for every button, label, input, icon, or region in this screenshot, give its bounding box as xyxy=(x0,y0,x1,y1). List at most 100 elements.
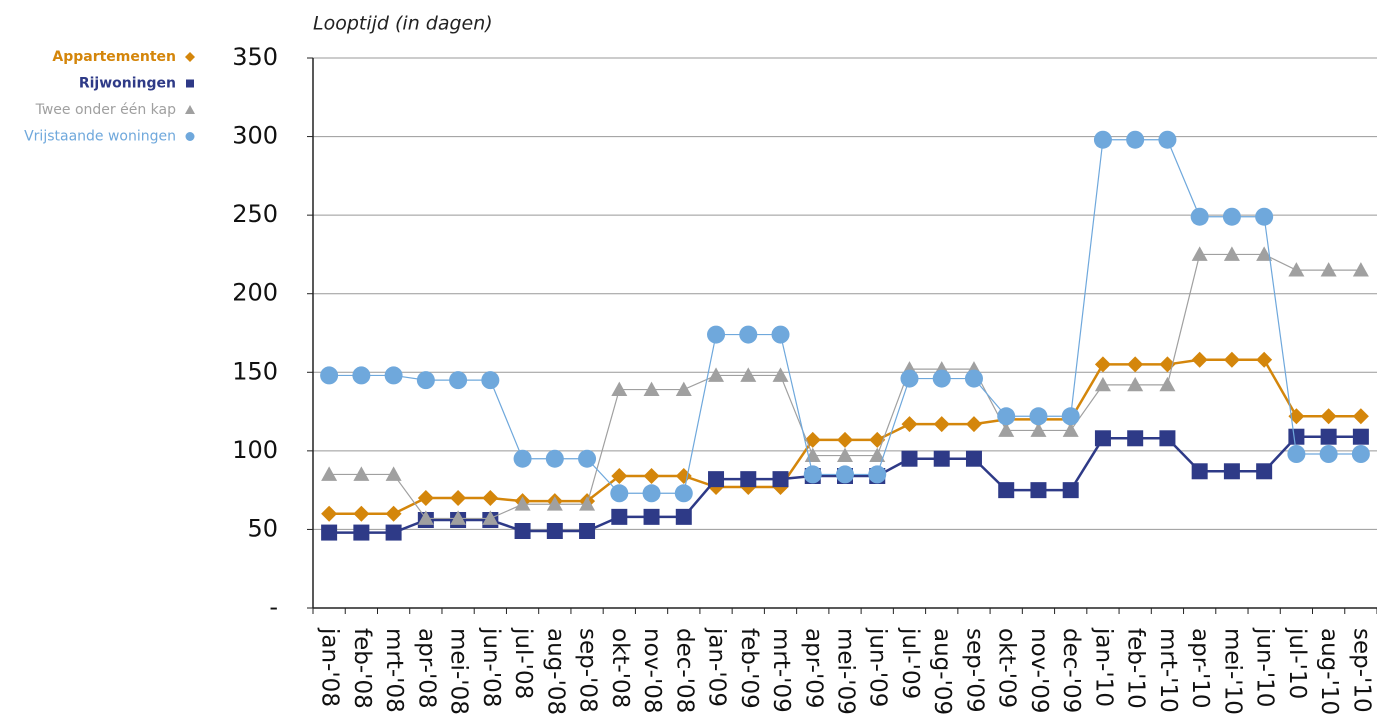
marker xyxy=(1094,430,1111,447)
marker xyxy=(772,367,789,382)
marker xyxy=(836,465,854,484)
x-tick-label: mrt-'10 xyxy=(1155,628,1181,713)
marker xyxy=(1222,207,1241,226)
legend-marker xyxy=(185,132,195,141)
y-tick-label: 100 xyxy=(232,436,278,464)
marker xyxy=(772,471,789,488)
marker xyxy=(1191,246,1208,261)
marker xyxy=(965,450,982,467)
x-tick-label: apr-'10 xyxy=(1187,628,1213,709)
marker xyxy=(320,366,339,385)
marker xyxy=(740,367,757,382)
marker xyxy=(385,466,402,481)
marker xyxy=(546,523,563,539)
marker xyxy=(643,508,660,525)
x-tick-label: okt-'08 xyxy=(607,628,633,708)
marker xyxy=(900,369,919,388)
marker xyxy=(1061,407,1080,426)
marker xyxy=(1159,376,1176,392)
x-tick-label: mei-'10 xyxy=(1219,628,1245,715)
marker xyxy=(1352,428,1369,445)
marker xyxy=(1351,445,1370,463)
y-tick-label: 250 xyxy=(232,200,278,228)
marker xyxy=(450,490,467,506)
marker xyxy=(546,496,563,511)
marker xyxy=(1288,428,1305,445)
marker xyxy=(1352,262,1369,277)
x-tick-label: jul-'08 xyxy=(510,627,536,699)
marker xyxy=(675,508,692,525)
marker xyxy=(1320,408,1337,425)
y-tick-label: 150 xyxy=(232,357,278,385)
marker xyxy=(803,465,822,484)
marker xyxy=(579,523,596,539)
marker xyxy=(1255,207,1274,226)
x-tick-label: feb-'09 xyxy=(736,628,762,709)
marker xyxy=(1223,246,1240,261)
marker xyxy=(417,510,434,525)
y-tick-label: 300 xyxy=(232,122,278,150)
marker xyxy=(1319,445,1338,463)
marker xyxy=(1030,422,1047,437)
x-tick-label: sep-'09 xyxy=(961,628,987,713)
marker xyxy=(1062,482,1079,499)
marker xyxy=(707,325,726,344)
marker xyxy=(965,416,982,433)
x-tick-label: jun-'08 xyxy=(478,627,504,707)
marker xyxy=(1030,482,1047,499)
marker xyxy=(450,510,467,525)
legend-label: Vrijstaande woningen xyxy=(24,129,176,145)
marker xyxy=(1094,376,1111,392)
x-tick-label: nov-'08 xyxy=(639,628,665,714)
marker xyxy=(933,416,950,433)
marker xyxy=(771,325,790,344)
x-tick-label: feb-'08 xyxy=(349,628,375,709)
marker xyxy=(643,381,660,396)
marker xyxy=(1287,445,1306,463)
marker xyxy=(1159,430,1176,447)
marker xyxy=(449,371,468,390)
marker xyxy=(1029,407,1048,426)
marker xyxy=(1190,207,1209,226)
marker xyxy=(384,366,403,385)
y-tick-label: 200 xyxy=(232,279,278,307)
marker xyxy=(933,450,950,467)
marker xyxy=(901,416,918,433)
marker xyxy=(1093,130,1112,149)
marker xyxy=(837,447,853,462)
marker xyxy=(998,482,1015,499)
marker xyxy=(513,449,532,468)
marker xyxy=(998,422,1015,437)
marker xyxy=(1127,430,1144,447)
x-tick-label: mrt-'08 xyxy=(381,628,407,713)
x-tick-label: dec-'08 xyxy=(671,628,697,713)
marker xyxy=(417,490,434,506)
marker xyxy=(1352,408,1369,425)
marker xyxy=(579,496,596,511)
y-tick-label: 350 xyxy=(232,43,278,71)
legend-label: Appartementen xyxy=(52,49,176,65)
marker xyxy=(643,468,660,484)
marker xyxy=(708,367,725,382)
y-tick-label: - xyxy=(269,593,278,621)
marker xyxy=(514,496,531,511)
marker xyxy=(611,468,628,484)
marker xyxy=(997,407,1016,426)
marker xyxy=(1158,130,1177,149)
legend-label: Twee onder één kap xyxy=(35,102,176,118)
y-axis-title: Looptijd (in dagen) xyxy=(313,13,493,35)
marker xyxy=(482,510,499,525)
legend-marker xyxy=(186,79,194,88)
marker xyxy=(964,369,983,388)
x-tick-label: aug-'09 xyxy=(929,628,955,715)
marker xyxy=(610,484,629,503)
marker xyxy=(1062,422,1079,437)
marker xyxy=(321,505,338,522)
marker xyxy=(482,490,499,506)
marker xyxy=(675,381,692,396)
x-tick-label: nov-'09 xyxy=(1026,628,1052,714)
x-tick-label: feb-'10 xyxy=(1123,628,1149,709)
marker xyxy=(578,449,597,468)
y-tick-label: 50 xyxy=(247,514,278,542)
